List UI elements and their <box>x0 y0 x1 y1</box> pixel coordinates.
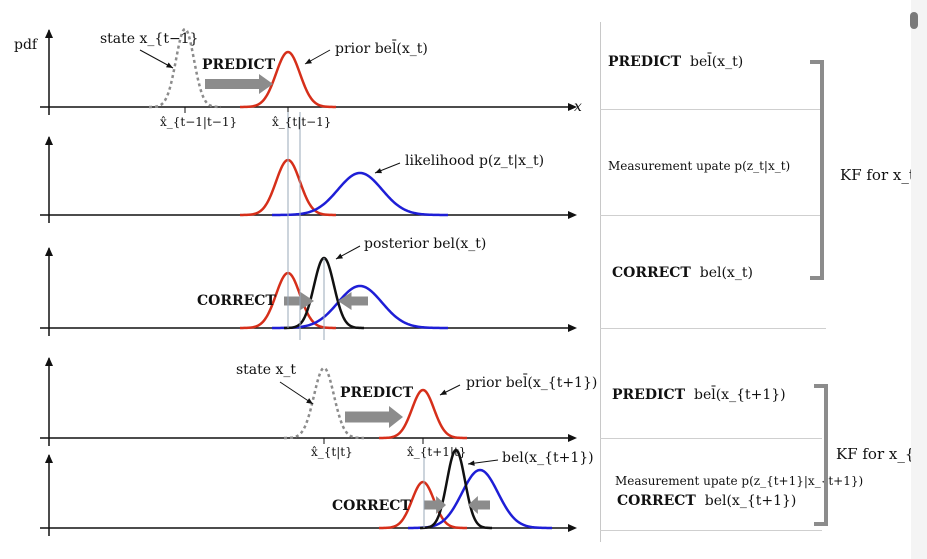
row-divider <box>600 530 822 531</box>
posterior-pointer-head <box>336 253 343 259</box>
summary-expression: bel̄(x_{t+1}) <box>694 387 786 403</box>
panel-1-x-axis-arrowhead <box>568 103 577 111</box>
panel-5-y-axis-arrowhead <box>45 454 53 463</box>
kf-bracket-1 <box>810 60 824 280</box>
row-divider <box>600 328 826 329</box>
tick-label-filtered-estimate: x̂_{t|t} <box>311 445 353 459</box>
predict-arrow-1 <box>205 74 273 94</box>
prior-pointer-1-head <box>305 58 312 64</box>
panel-2-x-axis-arrowhead <box>568 211 577 219</box>
panel-1-y-axis-arrowhead <box>45 29 53 38</box>
prior-label-1: prior bel̄(x_t) <box>335 41 428 57</box>
row-divider <box>600 438 822 439</box>
likelihood-curve <box>271 171 449 217</box>
panel-4-y-axis-arrowhead <box>45 357 53 366</box>
panel-5-x-axis-arrowhead <box>568 524 577 532</box>
state-current-curve <box>283 366 365 440</box>
predict-arrow-2 <box>345 406 403 428</box>
panel-4-x-axis-arrowhead <box>568 434 577 442</box>
prior-curve-5 <box>379 480 467 530</box>
state-prev-curve <box>148 27 222 109</box>
bel-next-label: bel(x_{t+1}) <box>502 450 594 466</box>
pdf-axis-label: pdf <box>14 37 38 53</box>
state-current-label: state x_t <box>236 362 297 378</box>
correct-arrow-prior <box>284 292 314 310</box>
panel-3-x-axis-arrowhead <box>568 324 577 332</box>
kf-bracket-2-label: KF for x_{t·} <box>836 445 927 463</box>
summary-row-correct-1: CORRECT bel(x_t) <box>612 266 753 280</box>
correct-arrow-likelihood <box>338 292 368 310</box>
summary-expression: bel(x_{t+1}) <box>704 493 797 509</box>
panel-2-y-axis-arrowhead <box>45 136 53 145</box>
tick-label-prev-estimate: x̂_{t−1|t−1} <box>160 115 238 129</box>
prior-curve-4 <box>379 388 467 440</box>
correct-label-1: CORRECT <box>197 293 276 309</box>
row-divider <box>600 109 822 110</box>
summary-expression: bel̄(x_t) <box>690 54 744 70</box>
row-divider <box>600 215 822 216</box>
summary-keyword: PREDICT <box>612 387 686 403</box>
state-current-pointer <box>279 381 314 405</box>
likelihood-pointer-head <box>375 168 382 174</box>
bel-next-pointer-head <box>468 460 475 466</box>
tick-label-predicted-estimate: x̂_{t|t−1} <box>272 115 332 129</box>
likelihood-curve-3 <box>271 284 449 330</box>
state-current-pointer-head <box>306 398 313 404</box>
kf-bracket-2 <box>814 384 828 526</box>
posterior-label: posterior bel(x_t) <box>364 236 487 252</box>
correct-label-2: CORRECT <box>332 498 411 514</box>
column-divider <box>600 22 601 542</box>
predict-label-1: PREDICT <box>202 57 276 73</box>
correct-arrow-likelihood-2 <box>468 496 490 514</box>
correct-arrow-prior-2 <box>424 496 446 514</box>
summary-row-measurement-2: Measurement upate p(z_{t+1}|x_{t+1}) <box>615 474 864 488</box>
likelihood-label: likelihood p(z_t|x_t) <box>405 153 545 169</box>
tick-label-next-predicted-estimate: x̂_{t+1|t} <box>407 445 467 459</box>
summary-keyword: PREDICT <box>608 54 682 70</box>
scrollbar-thumb[interactable] <box>910 12 918 29</box>
x-axis-label: x <box>574 99 582 115</box>
prior-label-2: prior bel̄(x_{t+1}) <box>466 375 598 391</box>
summary-expression: bel(x_t) <box>699 265 753 281</box>
panel-3-y-axis-arrowhead <box>45 247 53 256</box>
prior-pointer-2-head <box>440 389 447 395</box>
summary-row-predict-1: PREDICT bel̄(x_t) <box>608 55 743 69</box>
kalman-filter-diagram <box>40 27 577 536</box>
summary-row-correct-2: CORRECT bel(x_{t+1}) <box>617 494 796 508</box>
summary-row-measurement-1: Measurement upate p(z_t|x_t) <box>608 159 791 173</box>
summary-keyword: CORRECT <box>612 265 691 281</box>
state-prev-pointer-head <box>166 62 173 68</box>
prior-curve-1 <box>239 50 337 109</box>
predict-label-2: PREDICT <box>340 385 414 401</box>
posterior-curve-5 <box>419 448 493 530</box>
likelihood-curve-5 <box>408 468 552 530</box>
state-prev-label: state x_{t−1} <box>100 31 199 47</box>
summary-keyword: CORRECT <box>617 493 696 509</box>
summary-row-predict-2: PREDICT bel̄(x_{t+1}) <box>612 388 786 402</box>
scrollbar-track[interactable] <box>911 0 927 559</box>
kf-bracket-1-label: KF for x_t <box>840 166 915 184</box>
